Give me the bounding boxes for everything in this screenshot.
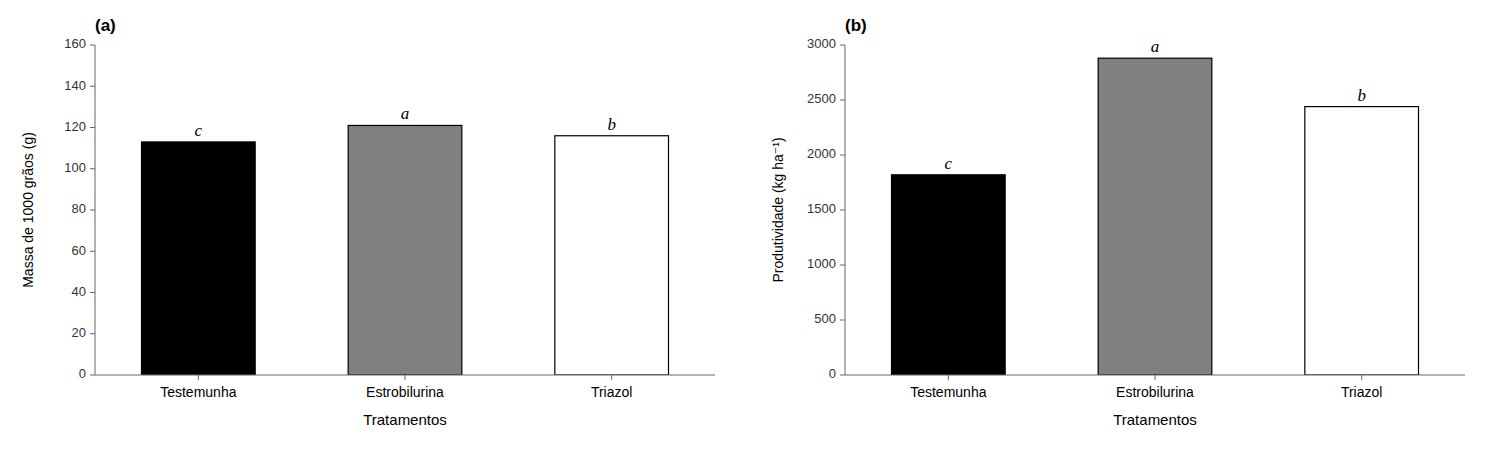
bars — [142, 125, 669, 375]
y-tick-label: 2500 — [807, 91, 836, 106]
y-tick-label: 120 — [64, 119, 86, 134]
x-tick-label: Estrobilurina — [366, 384, 444, 400]
y-tick-label: 0 — [79, 366, 86, 381]
y-tick — [90, 86, 95, 87]
annotation: b — [607, 115, 616, 134]
y-tick-label: 3000 — [807, 36, 836, 51]
y-tick — [840, 210, 845, 211]
y-tick-label: 60 — [72, 243, 86, 258]
x-axis-label: Tratamentos — [1113, 411, 1197, 428]
page: {"chart_data": [ {"type": "bar", "title"… — [0, 0, 1498, 465]
x-tick-label: Triazol — [591, 384, 633, 400]
y-tick — [840, 320, 845, 321]
title: (b) — [845, 16, 867, 35]
y-tick — [90, 127, 95, 128]
annotation: a — [1151, 37, 1160, 56]
y-tick — [840, 265, 845, 266]
x-tick — [198, 375, 199, 380]
y-tick — [90, 251, 95, 252]
bar — [348, 125, 462, 375]
y-tick — [90, 168, 95, 169]
bars — [892, 58, 1419, 375]
y-tick — [90, 333, 95, 334]
y-tick-label: 2000 — [807, 146, 836, 161]
y-tick-label: 1500 — [807, 201, 836, 216]
annotation: c — [195, 121, 203, 140]
annotation: c — [945, 154, 953, 173]
y-tick-label: 500 — [814, 311, 836, 326]
y-axis-label: Produtividade (kg ha⁻¹) — [770, 137, 786, 282]
y-tick-label: 0 — [829, 366, 836, 381]
y-tick — [840, 45, 845, 46]
panel: c a b 0 20 40 60 80 100 120 140 160 Testemunha Estrob… — [20, 16, 715, 428]
y-tick-label: 140 — [64, 78, 86, 93]
bar — [142, 142, 256, 375]
y-tick — [90, 292, 95, 293]
x-tick — [1361, 375, 1362, 380]
x-axis-label: Tratamentos — [363, 411, 447, 428]
y-tick — [840, 375, 845, 376]
bar — [1305, 107, 1419, 375]
x-tick-label: Estrobilurina — [1116, 384, 1194, 400]
annotation: b — [1357, 86, 1366, 105]
y-tick-label: 80 — [72, 201, 86, 216]
bar — [1098, 58, 1212, 375]
x-tick-label: Testemunha — [910, 384, 986, 400]
y-tick-label: 100 — [64, 160, 86, 175]
x-tick-label: Testemunha — [160, 384, 236, 400]
x-tick — [405, 375, 406, 380]
annotation: a — [401, 104, 410, 123]
x-tick — [611, 375, 612, 380]
bar — [555, 136, 669, 375]
y-tick-label: 20 — [72, 325, 86, 340]
y-tick — [840, 155, 845, 156]
x-tick — [948, 375, 949, 380]
y-tick-label: 40 — [72, 284, 86, 299]
y-tick — [840, 100, 845, 101]
y-tick-label: 1000 — [807, 256, 836, 271]
figure: c a b 0 20 40 60 80 100 120 140 160 Testemunha Estrob… — [0, 0, 1498, 465]
y-tick — [90, 45, 95, 46]
y-tick — [90, 375, 95, 376]
y-tick-label: 160 — [64, 36, 86, 51]
panel: c a b 0 500 1000 1500 2000 2500 3000 Testemunha Est… — [770, 16, 1465, 428]
y-axis-label: Massa de 1000 grãos (g) — [20, 132, 36, 288]
x-tick-label: Triazol — [1341, 384, 1383, 400]
title: (a) — [95, 16, 116, 35]
y-tick — [90, 210, 95, 211]
x-tick — [1155, 375, 1156, 380]
bar — [892, 175, 1006, 375]
